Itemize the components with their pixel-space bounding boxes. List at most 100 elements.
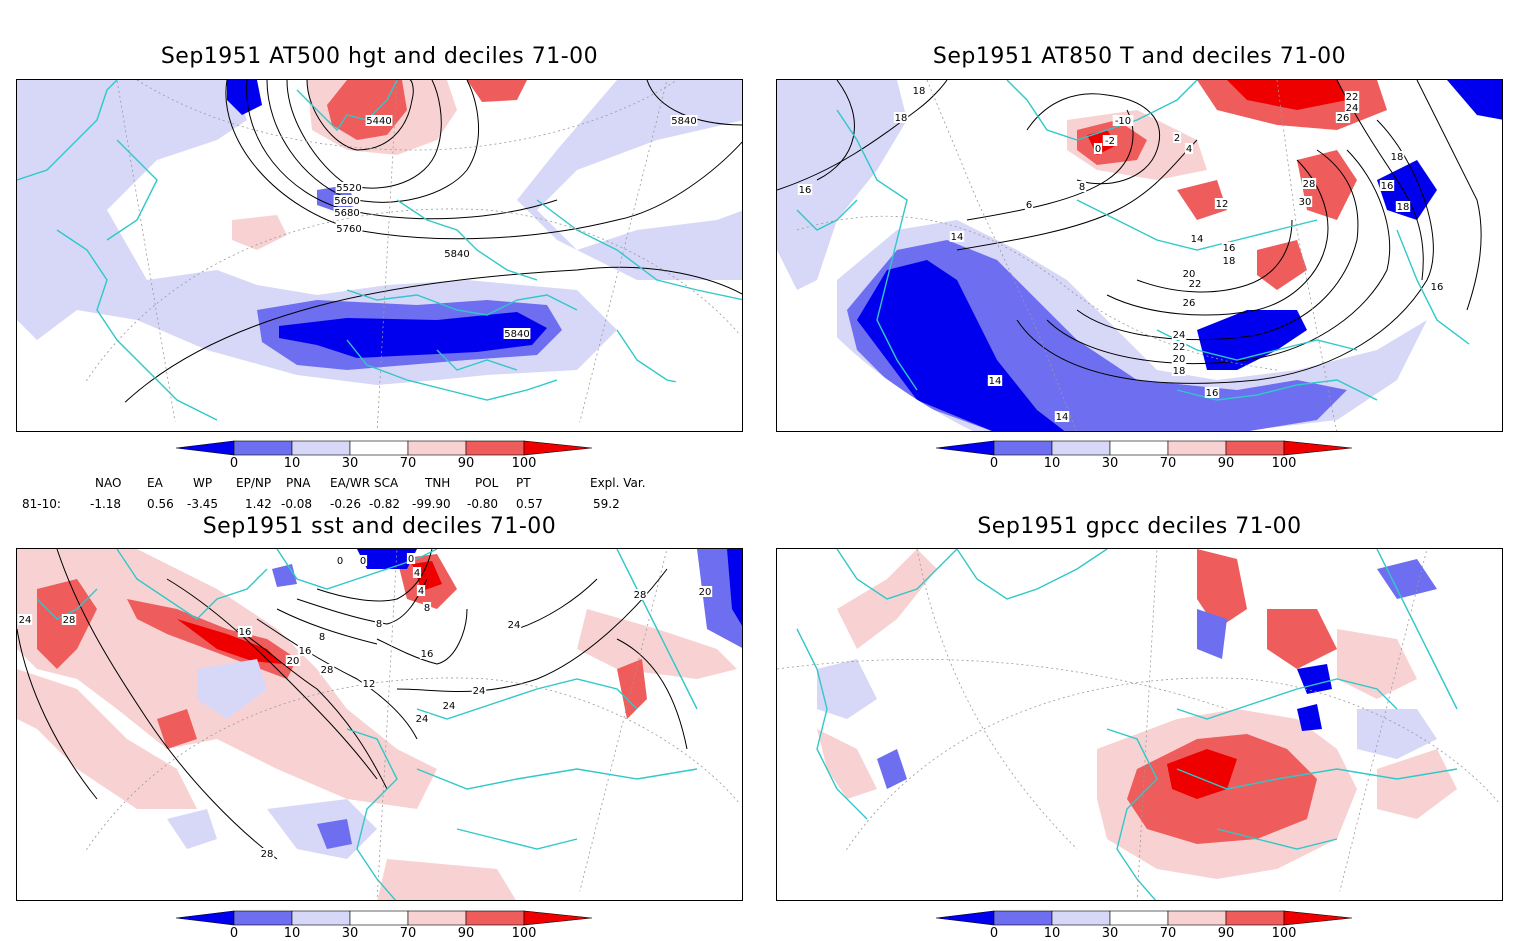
colorbar-tick-label: 70 xyxy=(399,926,417,941)
shade-light-red-2 xyxy=(232,215,287,250)
idx-val-explvar: 59.2 xyxy=(593,497,620,511)
contour-label: 0 xyxy=(1095,144,1101,155)
colorbar-segment xyxy=(349,910,409,926)
idx-val-nao: -1.18 xyxy=(90,497,122,511)
colorbar-tick-label: 10 xyxy=(283,456,301,471)
colorbar-tick-label: 100 xyxy=(511,926,537,941)
contour-label: 24 xyxy=(473,686,486,697)
colorbar-tick-label: 0 xyxy=(229,456,239,471)
contour-label: 5760 xyxy=(336,224,361,235)
shade-mid-blue-3 xyxy=(272,564,297,587)
coastlines xyxy=(17,80,742,421)
contour-label: 5840 xyxy=(504,329,529,340)
contour-label-bg xyxy=(1077,181,1087,192)
shade-mid-red-5 xyxy=(157,709,197,749)
map-panel-2: 18 18 16 14 6 8 12 14 16 18 20 22 26 24 22 20 18 16 16 18 14… xyxy=(776,79,1503,432)
shade-mid-blue-2 xyxy=(1197,609,1227,659)
contour-label-bg xyxy=(285,655,301,666)
contour-label: 16 xyxy=(799,185,812,196)
idx-val-ea: 0.56 xyxy=(147,497,174,511)
shade-deep-blue xyxy=(1297,664,1332,694)
contour-label-bg xyxy=(1093,143,1103,154)
contour-label: 12 xyxy=(363,679,376,690)
contour-label-bg xyxy=(1429,281,1445,292)
contour-label: 16 xyxy=(421,649,434,660)
colorbar-segment xyxy=(1225,440,1285,456)
contour-label: 14 xyxy=(1056,412,1069,423)
colorbar-tick-label: 10 xyxy=(1043,926,1061,941)
colorbar-segment xyxy=(1167,910,1227,926)
contour-label: 8 xyxy=(319,632,325,643)
contour-label: 8 xyxy=(1079,182,1085,193)
colorbar-tick-label: 30 xyxy=(1101,926,1119,941)
colorbar-tick-label: 30 xyxy=(1101,456,1119,471)
shade-light-blue xyxy=(777,80,907,290)
shade-mid-red-3 xyxy=(1267,609,1337,669)
colorbar-tick-label: 100 xyxy=(1271,456,1297,471)
colorbar-2 xyxy=(935,440,1353,456)
contour-label: 5840 xyxy=(444,249,469,260)
contour-label-bg xyxy=(416,585,426,596)
contour-label: 5600 xyxy=(334,196,359,207)
contour-label-bg xyxy=(1112,115,1134,126)
idx-header-eawr: EA/WR xyxy=(330,476,371,490)
contour-label: 16 xyxy=(239,627,252,638)
contour-label-bg xyxy=(1171,329,1187,340)
idx-val-epnp: 1.42 xyxy=(245,497,272,511)
colorbar-arrow-low xyxy=(935,910,995,926)
colorbar-segment xyxy=(1109,910,1169,926)
contour-label-bg xyxy=(1102,135,1118,146)
contour-label-bg xyxy=(1189,233,1205,244)
colorbar-segment xyxy=(1051,440,1111,456)
colorbar-tick-label: 10 xyxy=(1043,456,1061,471)
contour-sst xyxy=(56,549,278,860)
contour-label: 6 xyxy=(1026,200,1032,211)
shade-deep-blue xyxy=(857,260,1065,431)
shade-mid-blue-3 xyxy=(1377,559,1437,599)
contour-label: 22 xyxy=(1173,342,1186,353)
shade-light-red-4 xyxy=(577,609,737,679)
colorbar-arrow-high xyxy=(1283,440,1353,456)
panel-title-3: Sep1951 sst and deciles 71-00 xyxy=(202,514,557,539)
contour-temp xyxy=(1136,219,1293,293)
coastlines xyxy=(796,549,1458,900)
contour-label: 26 xyxy=(1337,113,1350,124)
contour-sst xyxy=(616,638,688,750)
shade-light-red-5 xyxy=(1377,749,1457,819)
colorbar-1-labels: 0 10 30 70 90 100 xyxy=(174,456,594,472)
contour-label: 5680 xyxy=(334,208,359,219)
contour-label: 4 xyxy=(414,568,420,579)
contour-label-bg xyxy=(1379,180,1395,191)
colorbar-2-labels: 0 10 30 70 90 100 xyxy=(934,456,1354,472)
contour-label-bg xyxy=(1181,268,1197,279)
contour-label-bg xyxy=(422,602,432,613)
contour-label: 5840 xyxy=(671,116,696,127)
contour-label-bg xyxy=(1184,143,1194,154)
contour-label-bg xyxy=(1187,278,1203,289)
contour-label-bg xyxy=(1344,102,1360,113)
shade-light-blue xyxy=(197,659,267,719)
shade-deep-red-2 xyxy=(1227,80,1347,110)
shade-deep-blue-4 xyxy=(1377,160,1437,220)
contour-label-bg xyxy=(1395,201,1411,212)
contour-label: 20 xyxy=(287,656,300,667)
contour-label-bg xyxy=(893,112,909,123)
contour-temp xyxy=(956,139,1198,251)
shade-mid-red-4 xyxy=(1257,240,1307,290)
contour-label-bg xyxy=(319,664,335,675)
idx-val-eawr: -0.26 xyxy=(330,497,362,511)
idx-header-epnp: EP/NP xyxy=(236,476,272,490)
panel-title-2: Sep1951 AT850 T and deciles 71-00 xyxy=(932,44,1347,69)
colorbar-arrow-high xyxy=(523,440,593,456)
contour-label-bg xyxy=(1172,132,1182,143)
contour-label-bg xyxy=(61,614,77,625)
contour-label-bg xyxy=(1344,91,1360,102)
contour-hgt xyxy=(225,80,742,240)
map-canvas-2: 1818161468121416182022262422201816161814… xyxy=(777,80,1502,431)
contour-label: 26 xyxy=(1183,298,1196,309)
contour-sst xyxy=(276,608,378,645)
colorbar-tick-label: 30 xyxy=(341,456,359,471)
contour-label: 8 xyxy=(424,603,430,614)
contour-label: 28 xyxy=(1303,179,1316,190)
contour-label-bg xyxy=(443,248,471,259)
